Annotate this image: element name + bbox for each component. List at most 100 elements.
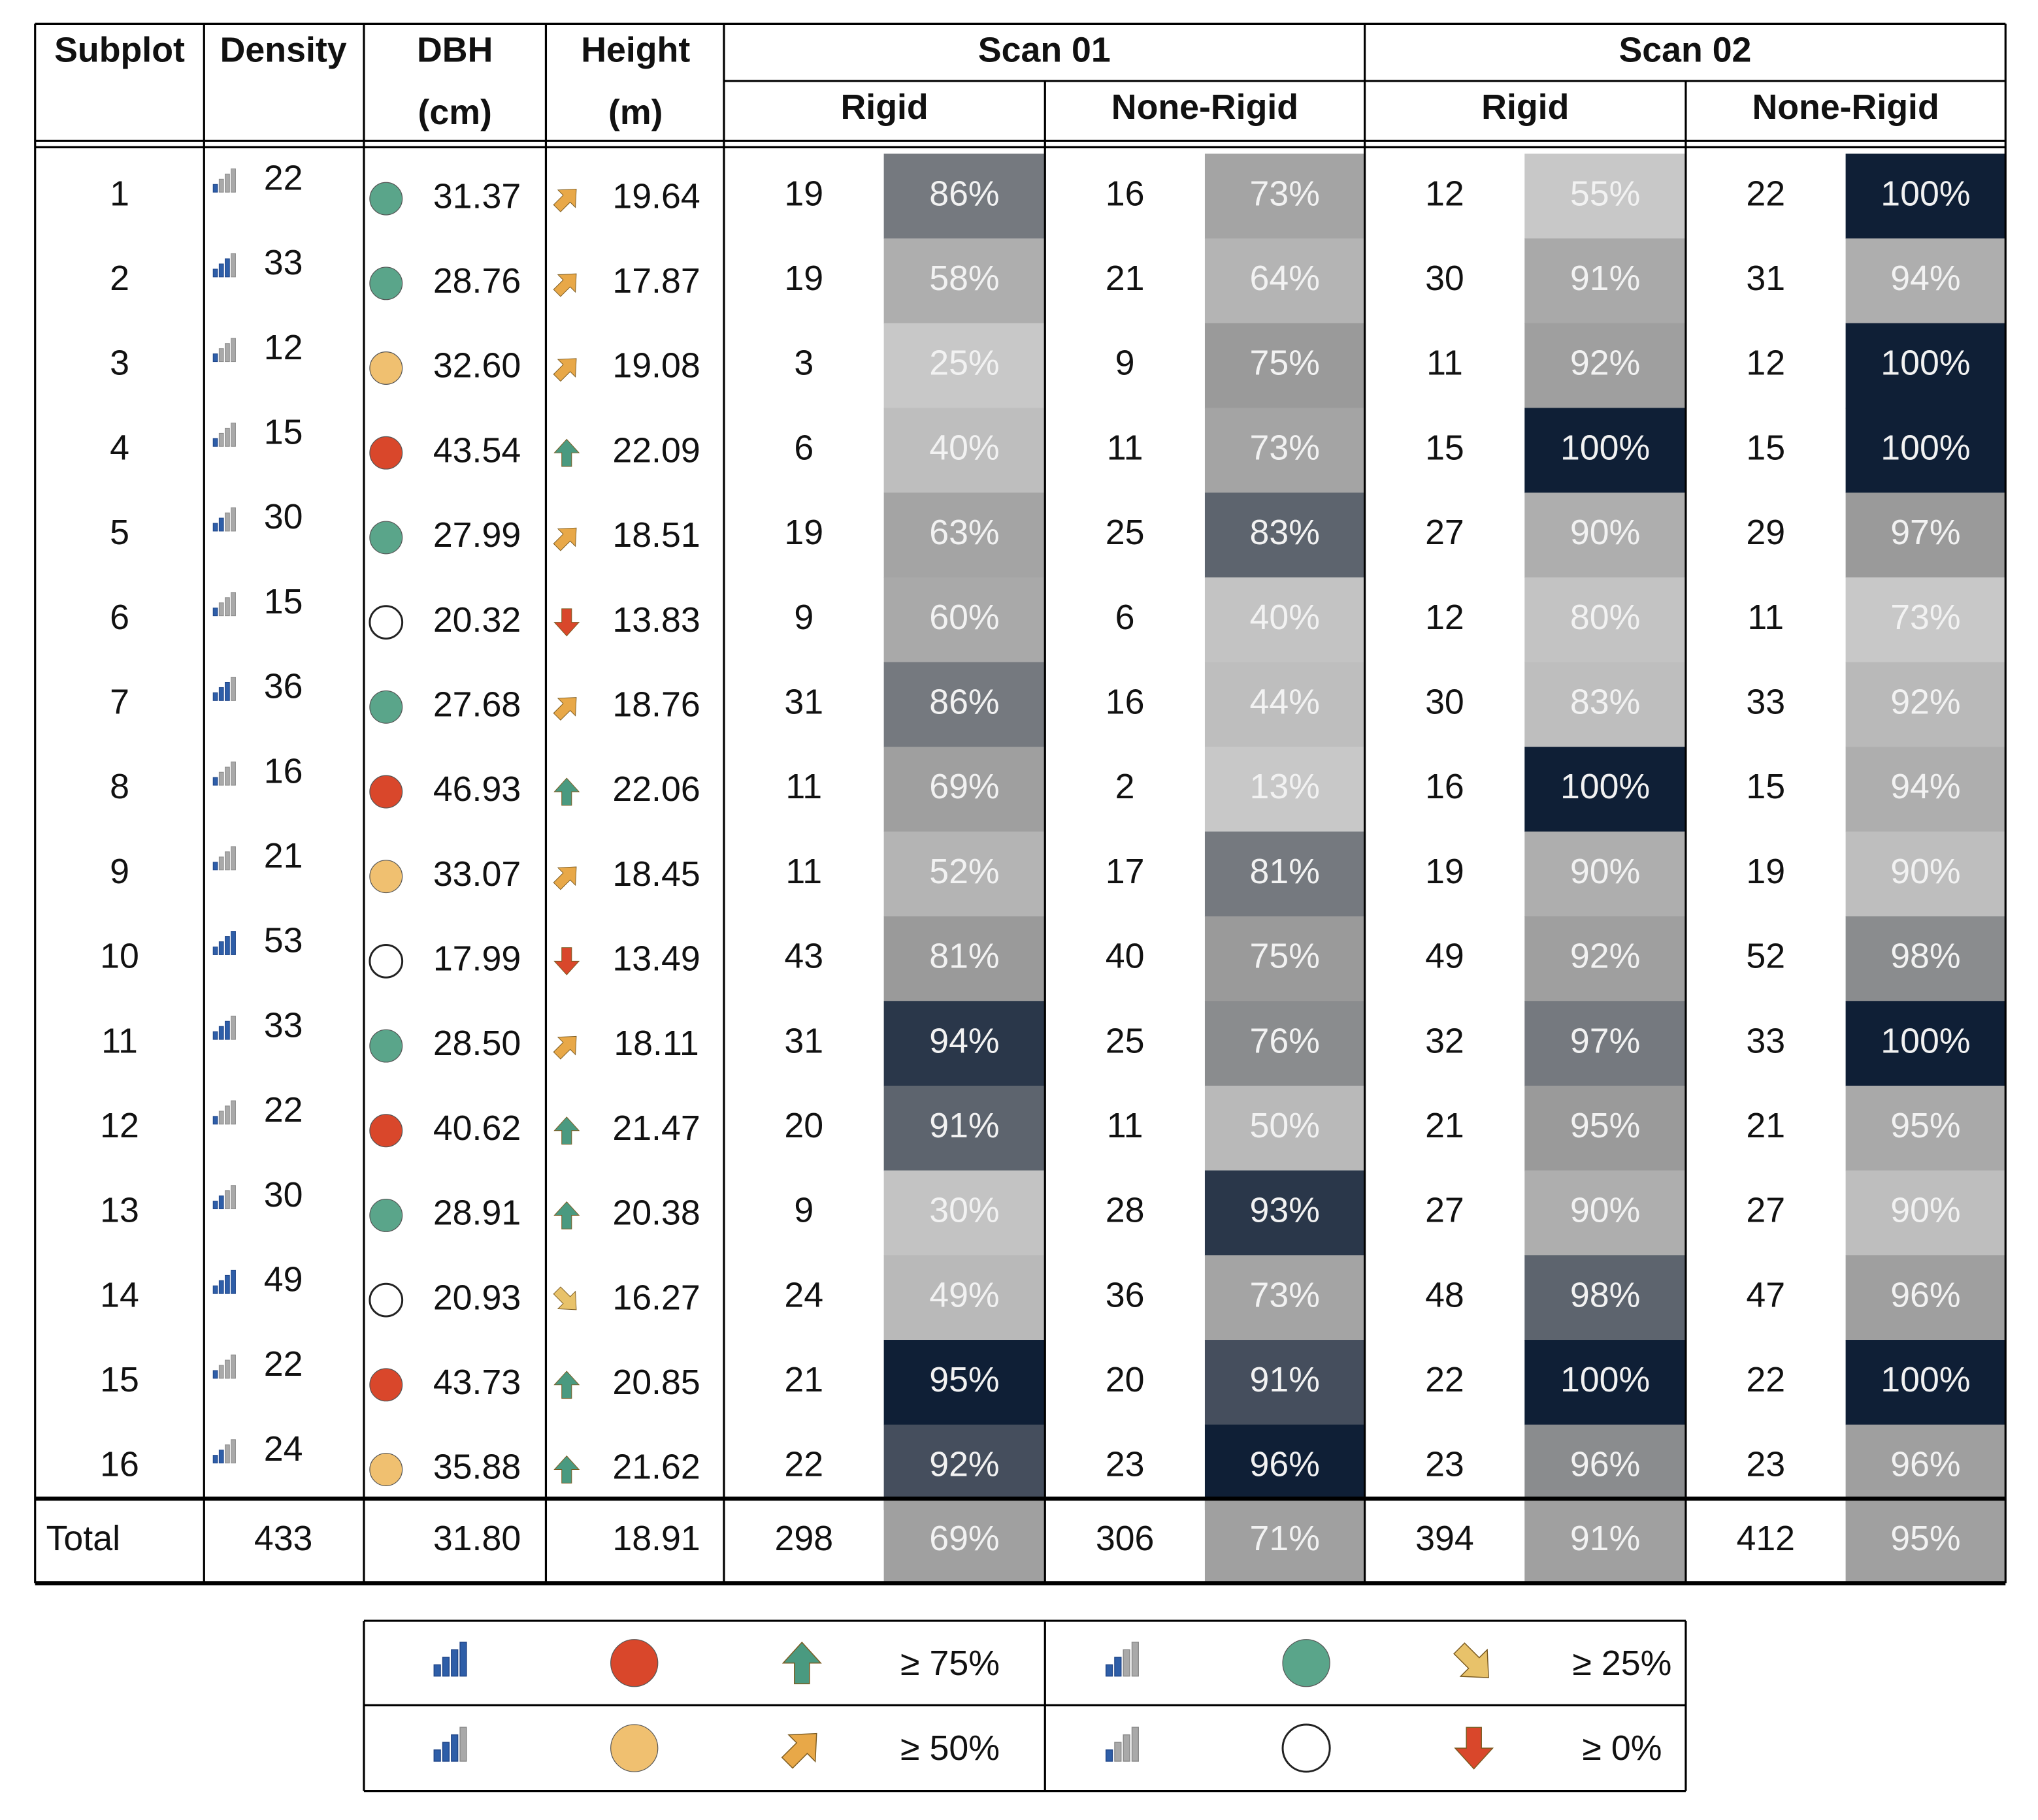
header-cell: Rigid xyxy=(1481,88,1569,127)
cell: 3 xyxy=(794,344,814,383)
icon-bar xyxy=(212,946,218,955)
pct-cell xyxy=(1204,1424,1365,1510)
icon-bar xyxy=(218,602,224,617)
icon-bar xyxy=(451,1649,459,1677)
legend-threshold: ≥ 75% xyxy=(900,1644,1000,1683)
icon-bar xyxy=(225,173,230,193)
pct-text: 73% xyxy=(1250,1275,1320,1314)
pct-cell xyxy=(883,323,1045,409)
pct-cell xyxy=(1845,154,2006,239)
icon-bar xyxy=(212,438,218,447)
pct-text: 94% xyxy=(1890,259,1960,298)
pct-cell xyxy=(1524,493,1686,578)
icon-bar xyxy=(212,692,218,701)
pct-text: 96% xyxy=(1570,1445,1640,1484)
cell: 16 xyxy=(1106,174,1145,213)
cell: 21.47 xyxy=(612,1109,700,1148)
cell: 27 xyxy=(1425,1191,1464,1230)
pct-cell xyxy=(1204,493,1365,578)
dbh-icon xyxy=(369,1282,404,1318)
cell: 33 xyxy=(264,1005,303,1045)
cell: 9 xyxy=(794,1191,814,1230)
icon-bar xyxy=(225,1359,230,1379)
icon-bar xyxy=(225,1020,230,1040)
icon-bar xyxy=(218,1450,224,1464)
pct-text: 83% xyxy=(1570,683,1640,722)
dbh-icon xyxy=(369,351,403,385)
pct-cell xyxy=(1524,1255,1686,1341)
pct-cell xyxy=(1204,577,1365,663)
height-icon xyxy=(553,777,580,806)
cell: 20.93 xyxy=(433,1278,521,1317)
cell: 20 xyxy=(784,1106,823,1145)
icon-bar xyxy=(1123,1649,1130,1677)
density-icon xyxy=(212,761,236,786)
cell: 22 xyxy=(264,1090,303,1129)
icon-bar xyxy=(231,1439,236,1464)
row-label: 14 xyxy=(100,1275,139,1314)
pct-cell xyxy=(883,1255,1045,1341)
pct-cell xyxy=(883,154,1045,239)
row-label: 1 xyxy=(110,174,129,213)
pct-text: 100% xyxy=(1881,1360,1970,1399)
pct-text: 97% xyxy=(1570,1021,1640,1060)
cell: 20.32 xyxy=(433,600,521,640)
pct-cell xyxy=(1204,747,1365,832)
icon-bar xyxy=(218,1026,224,1040)
row-label: 4 xyxy=(110,428,129,467)
cell: 28 xyxy=(1106,1191,1145,1230)
cell: 30 xyxy=(1425,259,1464,298)
pct-text: 100% xyxy=(1560,767,1650,806)
icon-bar xyxy=(1123,1734,1130,1762)
pct-cell xyxy=(883,662,1045,748)
pct-cell xyxy=(1524,747,1686,832)
density-icon xyxy=(212,931,236,955)
pct-cell xyxy=(1845,493,2006,578)
cell: 9 xyxy=(794,598,814,637)
density-icon xyxy=(212,1100,236,1125)
cell: 19 xyxy=(1746,852,1785,891)
cell: 49 xyxy=(264,1259,303,1299)
height-icon xyxy=(553,1035,577,1060)
pct-text: 97% xyxy=(1890,513,1960,552)
pct-cell xyxy=(1845,577,2006,663)
cell: 36 xyxy=(264,667,303,706)
cell: 21 xyxy=(784,1360,823,1399)
dbh-icon xyxy=(1281,1723,1331,1773)
height-icon xyxy=(553,1455,580,1484)
icon-bar xyxy=(212,268,218,278)
height-icon xyxy=(553,1201,580,1229)
icon-bar xyxy=(231,931,236,955)
cell: 43.73 xyxy=(433,1363,521,1402)
header-cell: Height xyxy=(581,30,690,69)
icon-bar xyxy=(225,1105,230,1125)
pct-cell xyxy=(1204,408,1365,494)
pct-cell xyxy=(883,408,1045,494)
cell: 15 xyxy=(1746,428,1785,467)
cell: 28.50 xyxy=(433,1024,521,1063)
row-label: 9 xyxy=(110,852,129,891)
header-cell: Density xyxy=(220,30,347,69)
icon-bar xyxy=(212,608,218,617)
header-cell: Scan 01 xyxy=(978,30,1111,69)
pct-text: 92% xyxy=(1570,344,1640,383)
cell: 9 xyxy=(1115,344,1135,383)
cell: 298 xyxy=(775,1519,834,1558)
row-label: 7 xyxy=(110,683,129,722)
density-icon xyxy=(212,1015,236,1040)
pct-cell xyxy=(1845,1085,2006,1171)
pct-text: 73% xyxy=(1250,174,1320,213)
pct-text: 83% xyxy=(1250,513,1320,552)
pct-cell xyxy=(1524,238,1686,324)
cell: 19 xyxy=(1425,852,1464,891)
icon-bar xyxy=(218,772,224,786)
icon-bar xyxy=(231,761,236,786)
pct-text: 95% xyxy=(1890,1106,1960,1145)
icon-bar xyxy=(218,517,224,532)
row-label: 2 xyxy=(110,259,129,298)
header-cell: (cm) xyxy=(418,93,492,132)
dbh-icon xyxy=(369,436,403,470)
pct-text: 75% xyxy=(1250,344,1320,383)
icon-bar xyxy=(218,856,224,871)
row-label: 16 xyxy=(100,1445,139,1484)
